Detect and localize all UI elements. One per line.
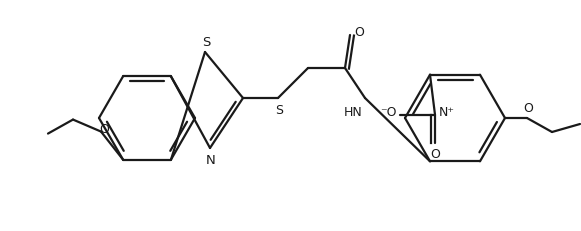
- Text: N⁺: N⁺: [439, 106, 455, 119]
- Text: HN: HN: [343, 106, 363, 119]
- Text: O: O: [523, 101, 533, 115]
- Text: S: S: [202, 36, 210, 49]
- Text: O: O: [99, 123, 109, 136]
- Text: N: N: [206, 154, 216, 167]
- Text: ⁻O: ⁻O: [380, 106, 396, 119]
- Text: O: O: [430, 148, 440, 161]
- Text: S: S: [275, 103, 283, 116]
- Text: O: O: [354, 25, 364, 39]
